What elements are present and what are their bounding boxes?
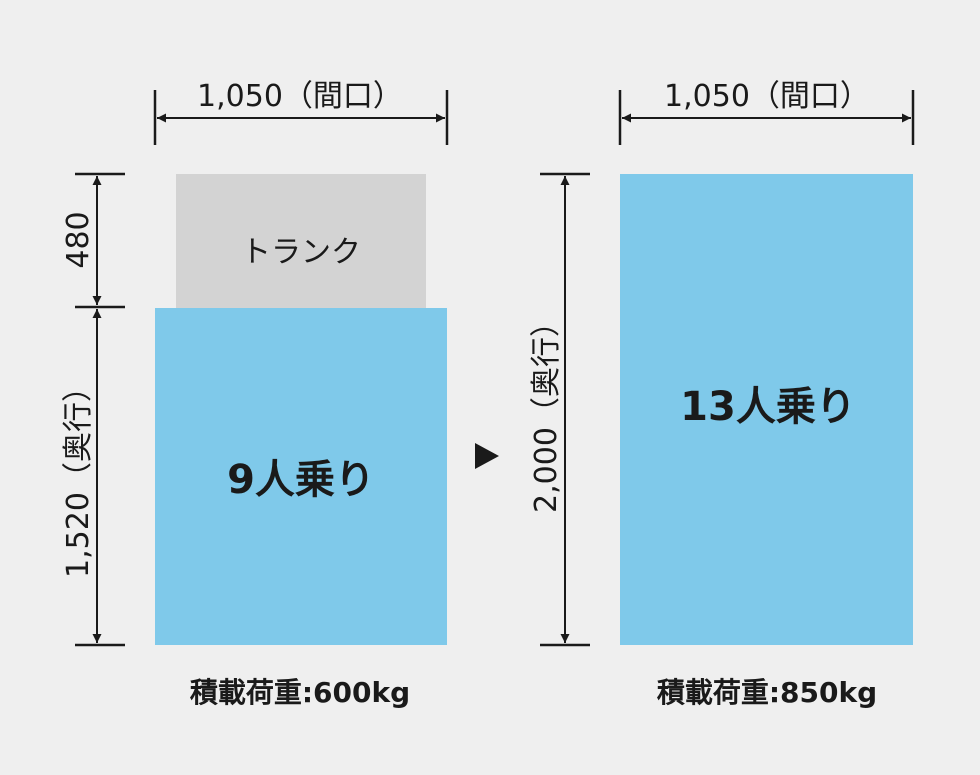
- left-cabin-area: [155, 308, 447, 645]
- left-depth-dimension: 480 1,520（奥行）: [61, 172, 125, 647]
- right-width-dimension: 1,050（間口）: [618, 79, 915, 145]
- trunk-label: トランク: [241, 235, 361, 270]
- right-cabin-area: [620, 174, 913, 645]
- right-width-label: 1,050（間口）: [664, 79, 870, 114]
- right-depth-label: 2,000（奥行）: [529, 307, 564, 513]
- left-load-label: 積載荷重:600kg: [190, 676, 410, 709]
- right-capacity-label: 13人乗り: [680, 384, 856, 430]
- left-width-label: 1,050（間口）: [197, 79, 403, 114]
- trunk-area: [176, 174, 426, 308]
- left-depth-label: 1,520（奥行）: [61, 372, 96, 578]
- triangle-right-icon: [475, 443, 499, 469]
- right-load-label: 積載荷重:850kg: [657, 676, 877, 709]
- right-depth-dimension: 2,000（奥行）: [529, 172, 590, 647]
- trunk-depth-label: 480: [61, 211, 96, 268]
- left-capacity-label: 9人乗り: [227, 457, 375, 503]
- left-width-dimension: 1,050（間口）: [153, 79, 449, 145]
